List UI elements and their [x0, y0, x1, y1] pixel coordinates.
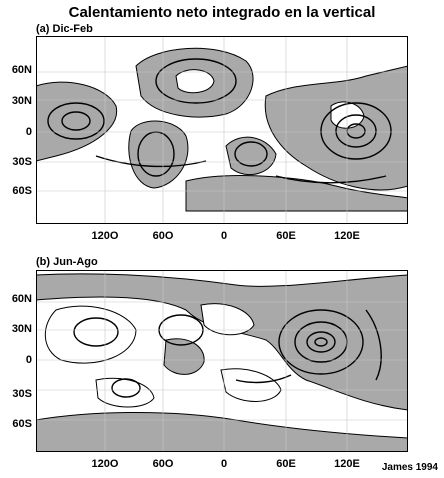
- map-panel-b: [36, 270, 408, 452]
- lon-label: 60O: [152, 458, 174, 470]
- lat-label: 30N: [11, 323, 32, 335]
- shade-region: [36, 412, 408, 452]
- figure-title: Calentamiento neto integrado en la verti…: [68, 4, 376, 21]
- lon-label: 0: [220, 230, 228, 242]
- lat-label: 60N: [11, 64, 32, 76]
- lon-label: 120O: [91, 230, 119, 242]
- map-panel-a: [36, 36, 408, 224]
- shade-region: [225, 136, 277, 176]
- panel-a-label: (a) Dic-Feb: [36, 23, 93, 35]
- shaded-regions-b: [36, 273, 408, 452]
- lon-label: 60E: [276, 458, 296, 470]
- lon-label: 0: [220, 458, 228, 470]
- panel-b-label: (b) Jun-Ago: [36, 256, 98, 268]
- source-credit: James 1994: [381, 462, 438, 473]
- lat-label: 60S: [12, 185, 32, 197]
- lon-label: 60O: [152, 230, 174, 242]
- lat-label: 60S: [12, 418, 32, 430]
- graticule-b: [36, 270, 408, 452]
- shade-region: [36, 273, 408, 411]
- lat-label: 0: [25, 354, 32, 366]
- shaded-regions-a: [36, 47, 408, 212]
- shade-region: [163, 338, 205, 375]
- graticule-a: [36, 36, 408, 224]
- lat-label: 30S: [12, 156, 32, 168]
- shade-region: [185, 175, 408, 212]
- shade-region: [36, 81, 118, 162]
- lat-label: 0: [25, 126, 32, 138]
- lon-label: 120E: [334, 230, 360, 242]
- lat-label: 30S: [12, 388, 32, 400]
- lat-label: 30N: [11, 95, 32, 107]
- lon-label: 120E: [334, 458, 360, 470]
- lon-label: 120O: [91, 458, 119, 470]
- lat-label: 60N: [11, 293, 32, 305]
- lon-label: 60E: [276, 230, 296, 242]
